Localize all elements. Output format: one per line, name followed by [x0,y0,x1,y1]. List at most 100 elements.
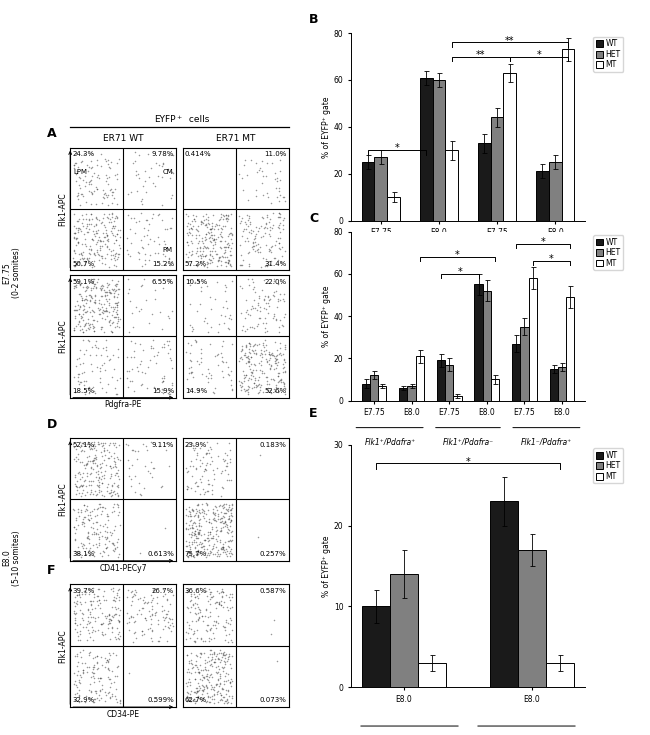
Point [183,655,194,667]
Point [77,539,87,551]
Point [70,247,80,259]
Point [214,318,225,330]
Point [111,301,121,312]
Point [275,337,285,348]
Point [72,626,83,638]
Text: 0.587%: 0.587% [260,588,287,594]
Point [244,372,254,384]
Point [87,475,98,487]
Point [70,471,80,483]
Point [106,254,116,265]
Point [126,610,136,622]
Point [74,676,85,688]
Point [185,347,195,359]
Point [200,534,210,545]
Point [92,590,102,602]
Point [190,615,201,627]
Point [73,689,84,701]
Point [114,615,125,627]
Point [216,231,227,243]
Point [122,244,133,256]
Point [188,661,198,673]
Point [90,230,101,242]
Point [109,291,119,303]
Point [279,353,289,365]
Point [242,169,252,181]
Point [110,297,120,309]
Point [198,484,209,495]
Point [252,380,263,392]
Point [211,679,222,691]
Point [187,526,198,538]
Point [187,321,197,333]
Point [239,383,249,395]
Point [81,503,91,515]
Point [218,538,229,550]
Point [198,692,208,704]
Point [141,614,151,626]
Point [236,215,246,226]
Point [182,550,192,562]
Point [203,633,214,645]
Point [93,302,103,314]
Point [88,523,98,534]
Point [217,481,228,492]
Point [93,474,103,486]
Point [104,297,114,309]
Point [72,215,83,227]
Point [147,308,157,320]
Point [216,512,227,524]
Point [99,238,110,250]
Point [88,456,99,468]
Point [70,274,81,286]
Point [256,165,266,176]
Point [112,168,123,179]
Point [96,498,106,509]
Point [112,343,123,354]
Point [247,273,257,285]
Point [113,551,124,562]
Point [73,212,84,224]
Point [257,339,268,351]
Point [90,449,100,461]
Point [86,233,97,245]
Point [227,548,237,559]
Point [114,312,125,324]
Point [138,344,148,356]
Point [240,234,250,246]
Point [114,634,125,645]
Point [106,216,116,228]
Point [188,505,198,517]
Point [225,676,235,688]
Point [188,517,198,528]
Point [254,312,265,324]
Point [111,650,122,662]
Point [201,248,211,260]
Point [256,379,266,391]
Point [140,165,150,177]
Point [205,696,216,708]
Point [199,681,209,693]
Point [89,591,99,603]
Point [205,545,215,557]
Point [111,441,122,453]
Point [217,590,228,602]
Point [138,181,149,193]
Point [104,609,114,621]
Point [103,671,113,683]
Point [257,230,268,242]
Point [165,351,176,363]
Point [151,157,161,168]
Point [161,608,172,620]
Point [153,159,164,171]
Point [83,627,94,639]
Point [148,334,158,346]
Point [214,656,225,668]
Point [168,149,178,161]
Point [209,656,220,668]
Point [101,293,111,304]
Point [129,617,139,628]
Point [68,438,79,450]
Point [110,279,120,290]
Point [280,354,290,366]
